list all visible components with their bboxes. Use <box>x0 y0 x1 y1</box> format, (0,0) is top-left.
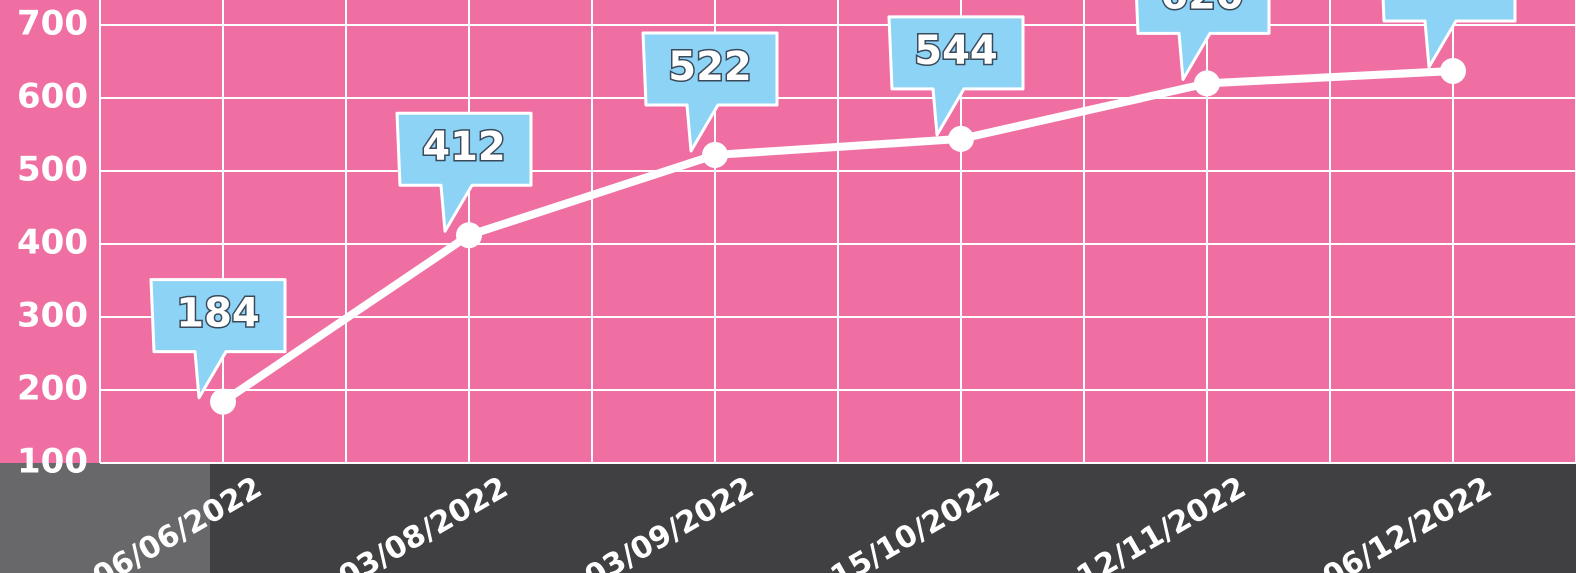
data-label: 620 <box>1160 0 1244 18</box>
y-tick-label: 500 <box>17 150 88 190</box>
point <box>210 388 236 415</box>
point <box>456 222 482 249</box>
point <box>702 141 728 168</box>
data-label-box <box>1381 0 1517 69</box>
y-tick-label: 300 <box>17 296 88 336</box>
y-tick-label: 700 <box>17 4 88 44</box>
point <box>1440 57 1466 84</box>
y-tick-label: 200 <box>17 369 88 409</box>
data-label: 412 <box>422 124 506 170</box>
data-label: 522 <box>668 44 752 90</box>
y-tick-label: 600 <box>17 77 88 117</box>
vertical-grid <box>99 0 1576 463</box>
data-label-box <box>395 111 533 233</box>
line <box>220 66 1454 405</box>
data-label-box <box>1135 0 1271 81</box>
point <box>948 125 974 152</box>
data-label: 637 <box>1406 0 1490 6</box>
y-tick-label: 400 <box>17 223 88 263</box>
data-label-box <box>149 278 287 400</box>
footer-band <box>0 463 1576 573</box>
data-label-box <box>641 31 779 153</box>
data-label: 544 <box>914 28 998 74</box>
data-label-box <box>887 15 1025 137</box>
footer-band-left <box>0 463 210 573</box>
data-label: 184 <box>176 291 260 337</box>
point <box>1194 70 1220 97</box>
y-tick-label: 100 <box>17 442 88 482</box>
